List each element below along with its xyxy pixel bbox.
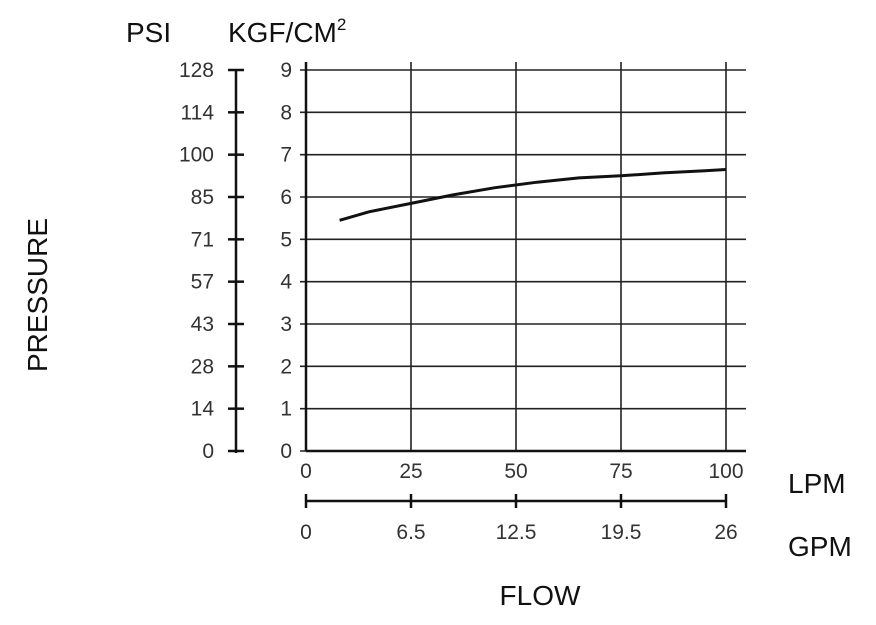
kgf-axis-ticks: 9 8 7 6 5 4 3 2 1 0: [280, 59, 292, 463]
lpm-tick-label: 0: [300, 460, 312, 483]
lpm-unit-label: LPM: [788, 468, 846, 499]
psi-tick-label: 100: [179, 144, 214, 167]
psi-tick-label: 71: [191, 228, 214, 251]
psi-tick-label: 43: [191, 313, 214, 336]
psi-tick-label: 28: [191, 355, 214, 378]
kgf-tick-label: 8: [280, 101, 292, 124]
kgf-unit-label: KGF/CM2: [228, 15, 346, 48]
kgf-tick-label: 4: [280, 271, 292, 294]
lpm-tick-label: 25: [399, 460, 422, 483]
kgf-tick-label: 7: [280, 144, 292, 167]
kgf-tick-label: 5: [280, 228, 292, 251]
psi-tick-label: 14: [191, 398, 215, 421]
lpm-tick-label: 75: [609, 460, 632, 483]
kgf-unit-base: KGF/CM: [228, 17, 337, 48]
gpm-tick-label: 26: [714, 521, 737, 544]
lpm-tick-label: 50: [504, 460, 527, 483]
psi-axis-ticks: 128 114 100 85 71 57 43 28 14 0: [179, 59, 244, 463]
pressure-flow-line: [339, 168, 727, 222]
kgf-tick-label: 6: [280, 186, 292, 209]
kgf-tick-label: 1: [280, 398, 292, 421]
kgf-tick-label: 3: [280, 313, 292, 336]
psi-tick-label: 85: [191, 186, 214, 209]
gpm-tick-label: 0: [300, 521, 312, 544]
lpm-axis-ticks: 0 25 50 75 100: [300, 460, 743, 483]
gpm-axis-ticks: 0 6.5 12.5 19.5 26: [300, 494, 738, 544]
y-axis-title: PRESSURE: [22, 218, 53, 372]
psi-tick-label: 114: [181, 101, 215, 124]
psi-tick-label: 57: [191, 271, 214, 294]
psi-tick-label: 0: [202, 440, 214, 463]
psi-tick-label: 128: [179, 59, 214, 82]
series-group: [339, 168, 727, 222]
kgf-unit-superscript: 2: [337, 15, 346, 34]
x-axis-title: FLOW: [500, 580, 581, 611]
gpm-tick-label: 19.5: [601, 521, 642, 544]
lpm-tick-label: 100: [708, 460, 743, 483]
plot-grid: [300, 62, 746, 453]
gpm-tick-label: 12.5: [496, 521, 537, 544]
kgf-tick-label: 9: [280, 59, 292, 82]
gpm-tick-label: 6.5: [396, 521, 425, 544]
kgf-tick-label: 2: [280, 355, 292, 378]
gpm-unit-label: GPM: [788, 531, 852, 562]
kgf-tick-label: 0: [280, 440, 292, 463]
psi-unit-label: PSI: [126, 17, 171, 48]
